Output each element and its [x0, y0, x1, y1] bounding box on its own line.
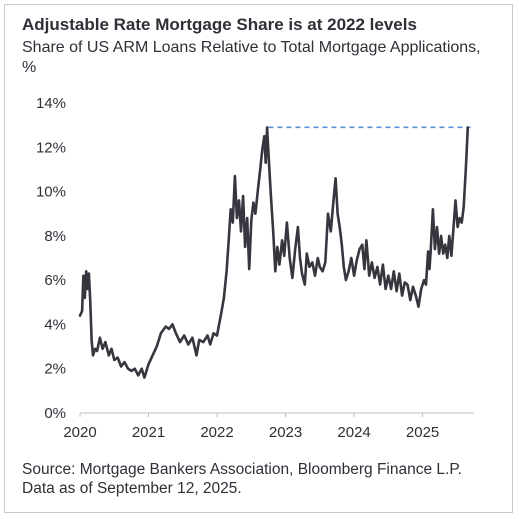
series-group [78, 126, 470, 379]
y-tick-label: 0% [44, 405, 66, 422]
x-tick-label: 2021 [132, 424, 165, 441]
x-tick-label: 2022 [200, 424, 233, 441]
x-tick-label: 2024 [337, 424, 370, 441]
x-tick-label: 2020 [63, 424, 96, 441]
y-tick-label: 8% [44, 228, 66, 245]
y-tick-label: 2% [44, 361, 66, 378]
x-axis: 2020 2021 2022 2023 2024 2025 [63, 412, 474, 441]
y-tick-label: 10% [36, 184, 66, 201]
chart-title: Adjustable Rate Mortgage Share is at 202… [22, 15, 417, 34]
y-tick-label: 6% [44, 272, 66, 289]
x-tick-label: 2023 [269, 424, 302, 441]
y-tick-label: 14% [36, 95, 66, 112]
chart-source: Source: Mortgage Bankers Association, Bl… [22, 461, 462, 497]
y-tick-label: 12% [36, 139, 66, 156]
chart-subtitle: Share of US ARM Loans Relative to Total … [22, 39, 481, 76]
y-axis: 0% 2% 4% 6% 8% 10% 12% 14% [36, 95, 66, 422]
y-tick-label: 4% [44, 316, 66, 333]
series-line [78, 126, 470, 379]
x-tick-label: 2025 [406, 424, 439, 441]
